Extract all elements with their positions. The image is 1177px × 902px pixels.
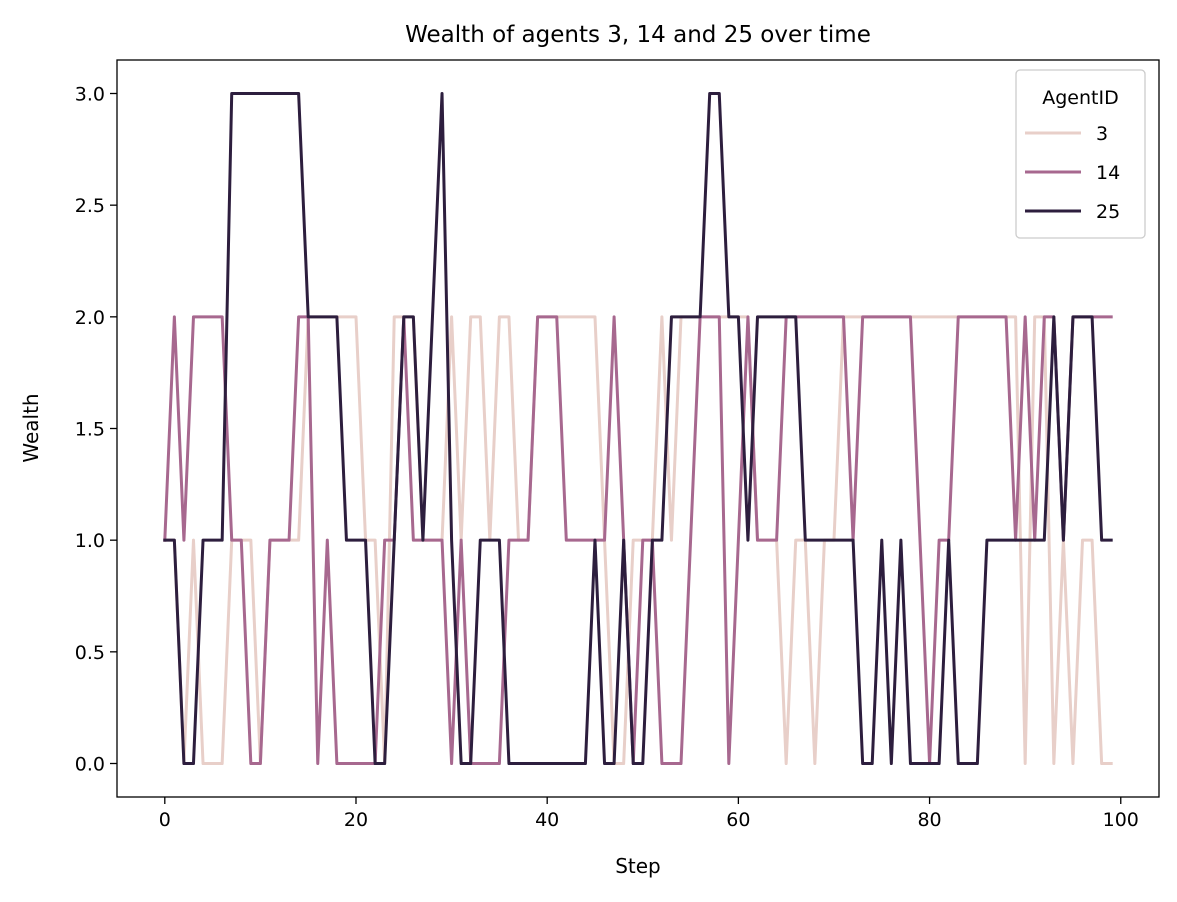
series-line-3 [163,315,1113,765]
x-tick-label: 60 [726,809,750,831]
axis-ticks: 0 20 40 60 80 100 0.0 0.5 1.0 1.5 2.0 2.5 3.0 [75,84,1139,832]
legend-label-14: 14 [1096,162,1120,184]
x-tick-label: 20 [344,809,368,831]
x-tick-label: 0 [159,809,171,831]
series-line-25 [163,92,1113,765]
y-tick-label: 1.5 [75,419,105,441]
x-axis-label: Step [615,854,661,878]
x-tick-label: 40 [535,809,559,831]
chart-title: Wealth of agents 3, 14 and 25 over time [405,22,871,48]
series-line-14 [163,315,1113,765]
legend-box [1015,69,1146,239]
y-tick-label: 0.5 [75,642,105,664]
legend-title: AgentID [1042,87,1118,109]
y-tick-label: 3.0 [75,84,105,106]
y-tick-label: 2.0 [75,307,105,329]
legend-label-3: 3 [1096,123,1108,145]
y-axis-label: Wealth [19,393,43,462]
series-layer [163,92,1113,765]
y-tick-label: 0.0 [75,754,105,776]
legend: AgentID 3 14 25 [1015,69,1146,239]
y-tick-label: 1.0 [75,530,105,552]
x-tick-label: 100 [1103,809,1139,831]
plot-frame [116,59,1160,798]
y-tick-label: 2.5 [75,195,105,217]
legend-label-25: 25 [1096,201,1120,223]
x-tick-label: 80 [917,809,941,831]
